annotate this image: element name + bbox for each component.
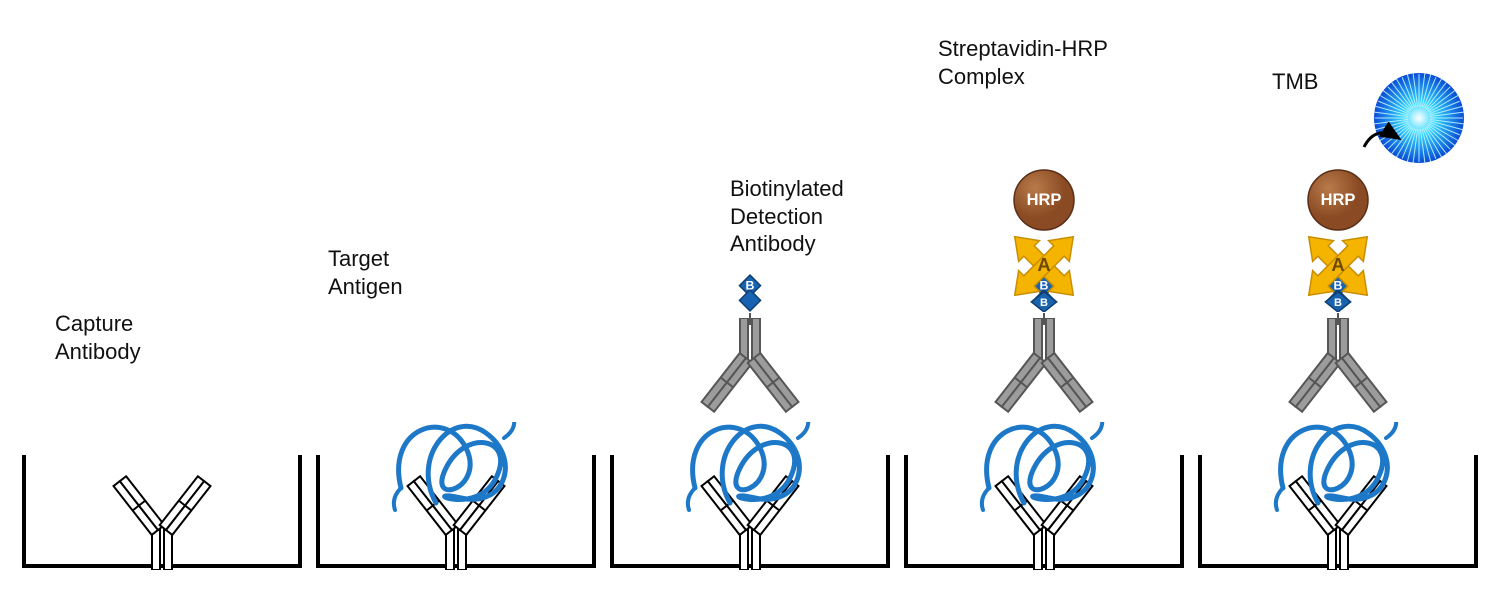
- hrp-enzyme: HRP: [1012, 168, 1076, 232]
- tmb-arrow: [1359, 122, 1407, 152]
- capture-antibody: [87, 460, 237, 570]
- streptavidin: AB: [998, 220, 1090, 312]
- target-antigen: [979, 422, 1109, 514]
- svg-text:B: B: [1040, 297, 1048, 309]
- svg-text:B: B: [1334, 297, 1342, 309]
- target-antigen: [1273, 422, 1403, 514]
- step-label-1: Capture Antibody: [55, 310, 141, 365]
- panel-step-3: B: [608, 0, 892, 570]
- detection-antibody: [1263, 318, 1413, 428]
- step-label-2: Target Antigen: [328, 245, 403, 300]
- panel-step-1: [20, 0, 304, 570]
- detection-antibody: [675, 318, 825, 428]
- detection-antibody: [969, 318, 1119, 428]
- hrp-enzyme: HRP: [1306, 168, 1370, 232]
- panel-step-5: B AB HRP: [1196, 0, 1480, 570]
- biotin-tag: B: [728, 271, 772, 325]
- target-antigen: [391, 422, 521, 514]
- svg-text:A: A: [1331, 254, 1344, 275]
- step-label-5: TMB: [1272, 68, 1318, 96]
- streptavidin: AB: [1292, 220, 1384, 312]
- elisa-diagram: B B ABHRP: [0, 0, 1500, 600]
- svg-text:A: A: [1037, 254, 1050, 275]
- svg-text:B: B: [746, 279, 755, 293]
- step-label-3: Biotinylated Detection Antibody: [730, 175, 844, 258]
- svg-text:HRP: HRP: [1321, 191, 1356, 209]
- target-antigen: [685, 422, 815, 514]
- step-label-4: Streptavidin-HRP Complex: [938, 35, 1108, 90]
- svg-text:HRP: HRP: [1027, 191, 1062, 209]
